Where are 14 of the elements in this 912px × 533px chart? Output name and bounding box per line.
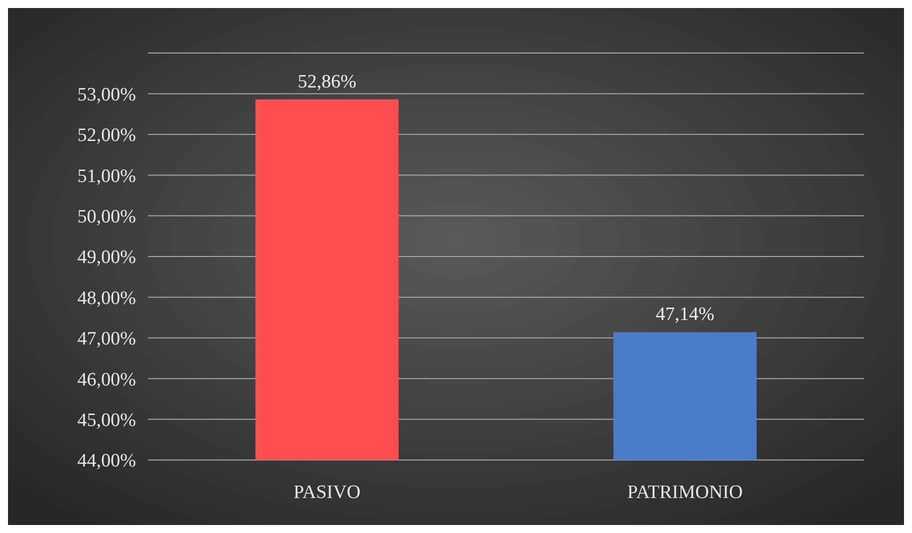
data-label: 47,14% [656,304,714,326]
y-tick-label: 49,00% [77,247,136,268]
data-label: 52,86% [298,71,356,92]
y-tick-label: 51,00% [77,166,136,187]
y-tick-label: 48,00% [77,288,136,309]
y-tick-label: 47,00% [77,328,136,350]
y-tick-label: 52,00% [77,125,136,146]
y-tick-label: 46,00% [77,369,136,390]
y-tick-label: 45,00% [77,410,136,431]
y-tick-label: 44,00% [77,450,136,472]
y-tick-label: 50,00% [77,206,136,228]
x-tick-label: PASIVO [294,482,360,503]
x-tick-label: PATRIMONIO [627,482,743,503]
y-tick-label: 53,00% [77,84,136,106]
